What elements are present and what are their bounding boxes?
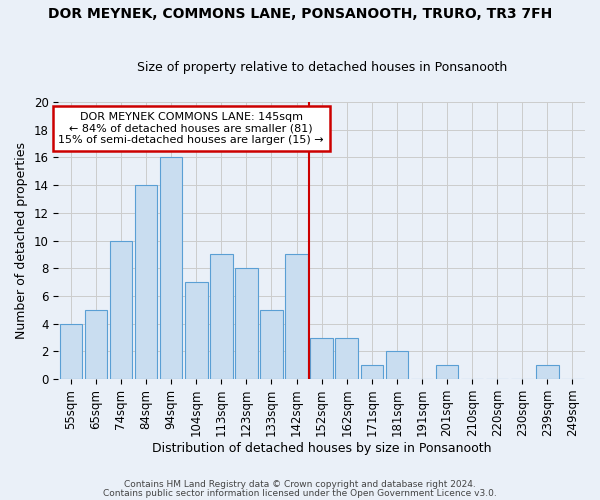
Bar (386, 352, 408, 379)
Bar (310, 338, 333, 379)
Bar (185, 282, 208, 379)
Bar (361, 365, 383, 379)
Bar (335, 338, 358, 379)
Text: Contains public sector information licensed under the Open Government Licence v3: Contains public sector information licen… (103, 489, 497, 498)
Title: Size of property relative to detached houses in Ponsanooth: Size of property relative to detached ho… (137, 62, 507, 74)
Bar (135, 185, 157, 379)
Bar (160, 158, 182, 379)
Bar (85, 310, 107, 379)
Text: DOR MEYNEK, COMMONS LANE, PONSANOOTH, TRURO, TR3 7FH: DOR MEYNEK, COMMONS LANE, PONSANOOTH, TR… (48, 8, 552, 22)
Bar (536, 365, 559, 379)
X-axis label: Distribution of detached houses by size in Ponsanooth: Distribution of detached houses by size … (152, 442, 491, 455)
Bar (59, 324, 82, 379)
Y-axis label: Number of detached properties: Number of detached properties (15, 142, 28, 339)
Text: Contains HM Land Registry data © Crown copyright and database right 2024.: Contains HM Land Registry data © Crown c… (124, 480, 476, 489)
Bar (210, 254, 233, 379)
Text: DOR MEYNEK COMMONS LANE: 145sqm
← 84% of detached houses are smaller (81)
15% of: DOR MEYNEK COMMONS LANE: 145sqm ← 84% of… (58, 112, 324, 145)
Bar (436, 365, 458, 379)
Bar (285, 254, 308, 379)
Bar (260, 310, 283, 379)
Bar (110, 240, 132, 379)
Bar (235, 268, 257, 379)
